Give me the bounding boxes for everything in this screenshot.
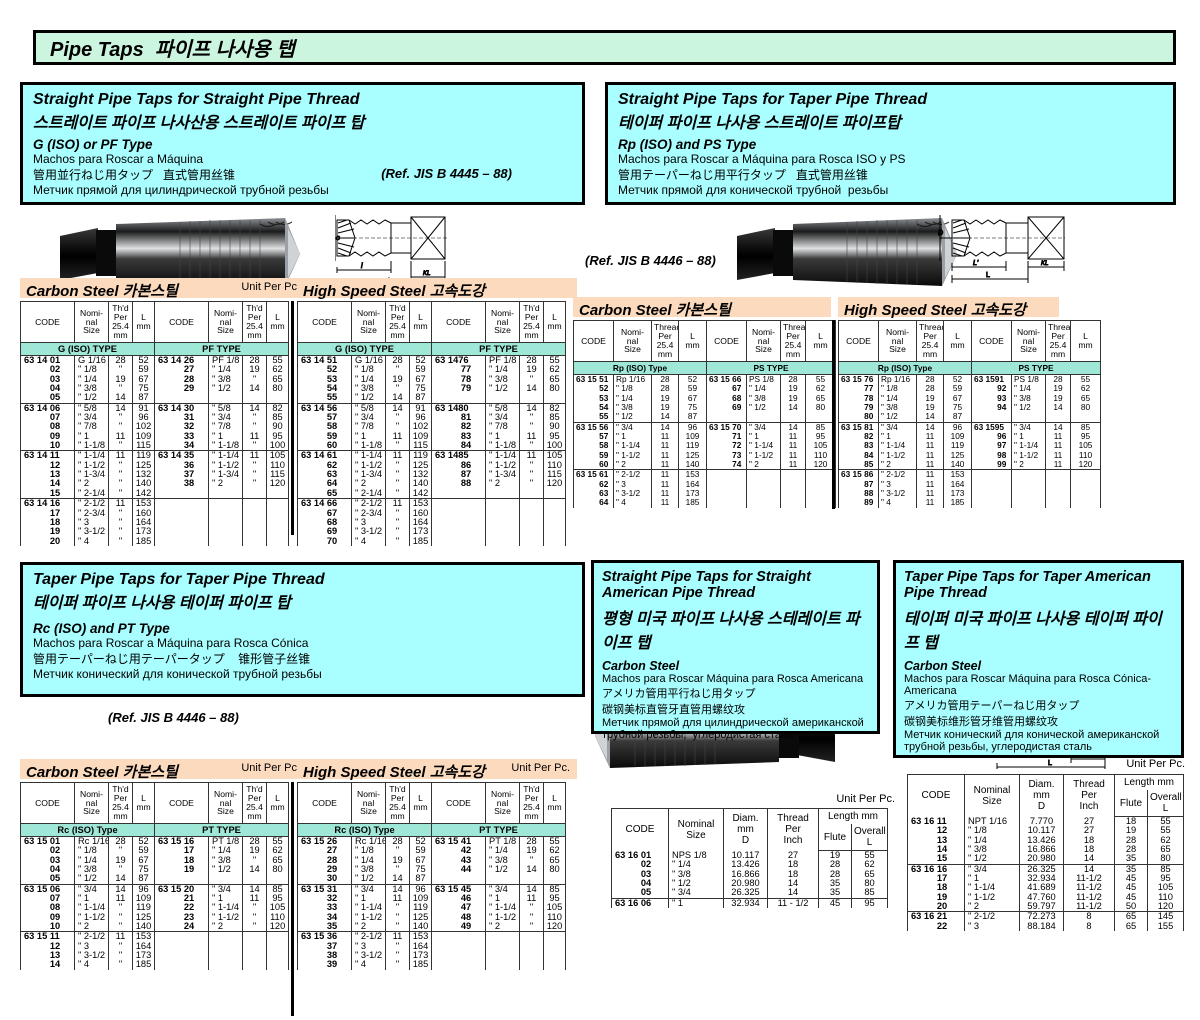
svg-text:l: l bbox=[361, 263, 363, 270]
svg-text:ο: ο bbox=[336, 235, 340, 242]
svg-text:D: D bbox=[938, 230, 943, 237]
svg-text:L: L bbox=[986, 272, 990, 279]
svg-text:KL: KL bbox=[1041, 261, 1048, 267]
svg-text:KL: KL bbox=[423, 271, 430, 277]
svg-text:L': L' bbox=[973, 260, 979, 267]
